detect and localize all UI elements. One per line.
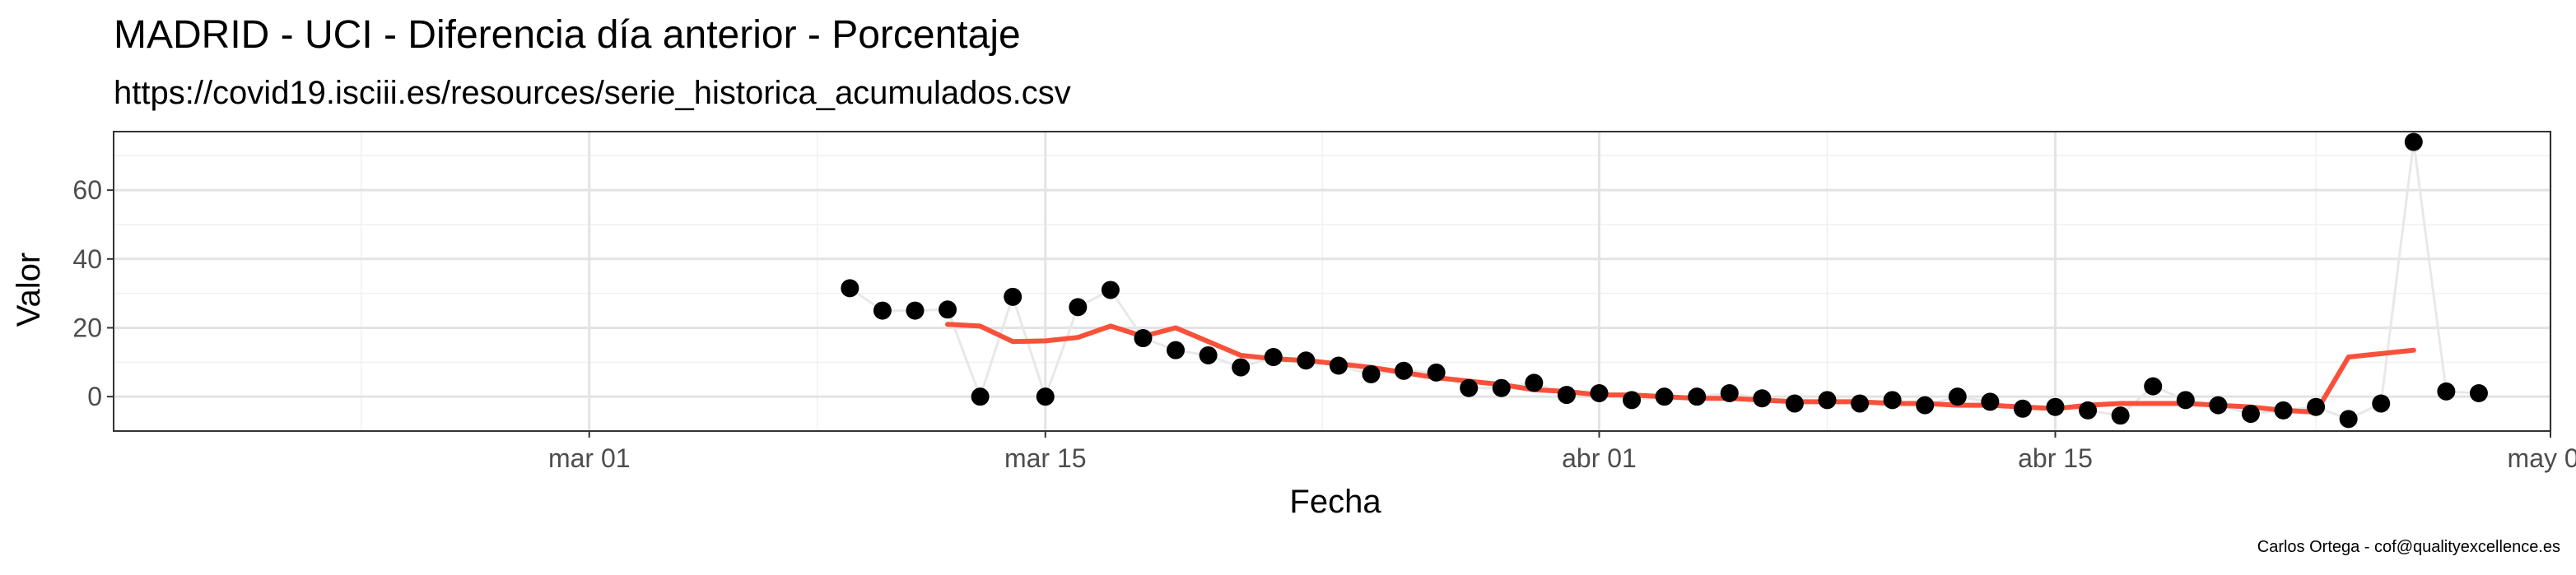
data-point <box>1232 358 1251 377</box>
data-point <box>2404 132 2423 151</box>
x-tick-label: mar 01 <box>548 443 631 473</box>
data-point <box>1948 387 1967 406</box>
data-point <box>1981 392 2000 411</box>
data-point <box>1557 386 1576 405</box>
data-point <box>2469 383 2488 402</box>
data-point <box>2241 405 2260 424</box>
y-tick-label: 0 <box>87 382 102 411</box>
data-point <box>1818 391 1837 410</box>
x-tick-label: mar 15 <box>1004 443 1087 473</box>
data-point <box>1101 281 1120 299</box>
y-tick-label: 40 <box>72 244 102 274</box>
data-point <box>1134 329 1153 348</box>
data-point <box>1883 391 1902 410</box>
data-point <box>2176 391 2195 410</box>
data-point <box>1036 387 1055 406</box>
data-point <box>1525 373 1544 392</box>
data-point <box>873 301 892 320</box>
data-point <box>841 279 859 298</box>
data-point <box>1460 378 1479 397</box>
data-point <box>1264 348 1283 367</box>
data-point <box>1753 389 1772 408</box>
y-tick-label: 20 <box>72 313 102 342</box>
data-point <box>971 387 990 406</box>
x-axis-title: Fecha <box>1289 484 1381 520</box>
data-point <box>1655 387 1674 406</box>
y-axis-title: Valor <box>11 253 47 327</box>
data-point <box>1362 364 1381 383</box>
plot-background <box>114 132 2550 431</box>
data-point <box>1851 394 1870 413</box>
chart-title: MADRID - UCI - Diferencia día anterior -… <box>114 13 1021 57</box>
y-tick-label: 60 <box>72 175 102 205</box>
data-point <box>1688 387 1707 406</box>
x-tick-label: may 01 <box>2508 443 2576 473</box>
data-point <box>2144 377 2163 396</box>
data-point <box>1720 383 1739 402</box>
data-point <box>2013 399 2032 418</box>
x-tick-label: abr 15 <box>2018 443 2093 473</box>
data-point <box>1069 298 1088 317</box>
data-point <box>1916 396 1935 415</box>
data-point <box>2046 397 2065 416</box>
caption: Carlos Ortega - cof@qualityexcellence.es <box>2257 538 2560 556</box>
data-point <box>2209 396 2228 415</box>
data-point <box>1785 394 1804 413</box>
data-point <box>1199 345 1218 364</box>
plot-area: 0 20 40 60 mar 01 mar 15 abr 01 abr 15 may 01 <box>72 131 2576 473</box>
x-tick-label: abr 01 <box>1562 443 1637 473</box>
data-point <box>1623 391 1642 410</box>
data-point <box>2339 410 2358 429</box>
data-point <box>2372 394 2391 413</box>
data-point <box>2079 401 2098 420</box>
data-point <box>1427 363 1446 382</box>
data-point <box>1492 378 1511 397</box>
data-point <box>1004 287 1022 306</box>
plot-border <box>113 131 2551 432</box>
moving-average-line <box>945 322 2416 415</box>
data-point <box>2274 401 2293 420</box>
data-point <box>1167 341 1186 359</box>
data-point <box>1590 383 1609 402</box>
chart-subtitle: https://covid19.isciii.es/resources/seri… <box>114 75 1071 111</box>
data-point <box>2307 397 2326 416</box>
data-point <box>939 300 957 319</box>
data-point <box>1297 351 1316 370</box>
data-point <box>2437 382 2456 401</box>
data-point <box>1395 361 1414 380</box>
data-point <box>2111 406 2130 425</box>
data-point <box>1329 356 1348 375</box>
data-point <box>906 301 925 320</box>
